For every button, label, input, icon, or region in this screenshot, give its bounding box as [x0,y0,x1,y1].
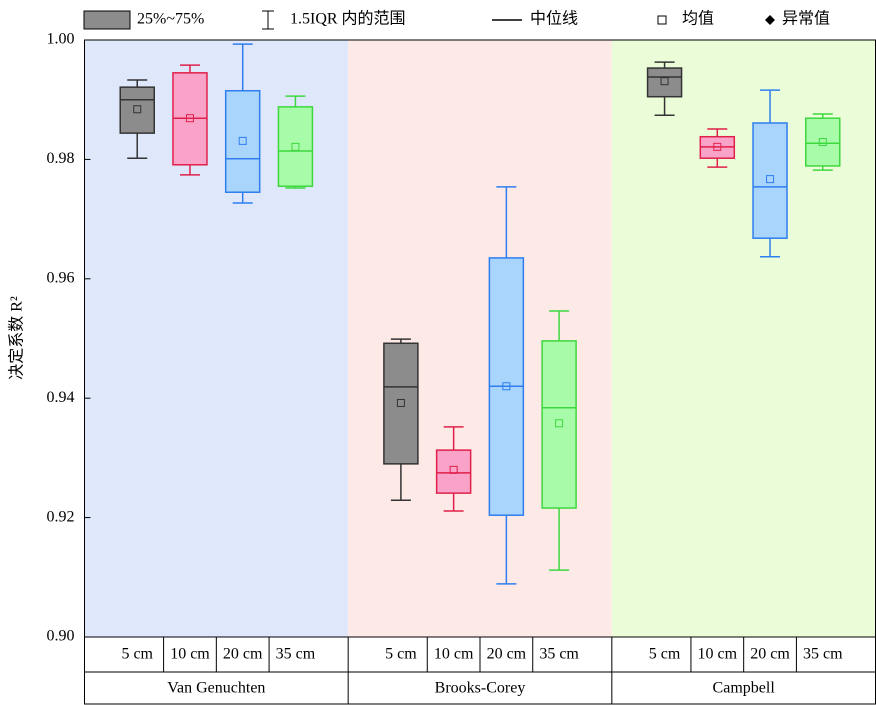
legend-whisker-symbol [262,10,274,30]
mean-marker [291,142,300,151]
legend-mean-symbol [657,15,667,25]
legend-label: 中位线 [530,10,578,28]
group-label: Van Genuchten [167,680,265,697]
group-background [348,40,612,637]
x-tick-label: 10 cm [698,646,738,663]
group-label: Brooks-Corey [435,680,526,697]
x-tick-label: 5 cm [649,646,681,663]
x-tick-label: 35 cm [803,646,843,663]
mean-marker [502,382,511,391]
box [646,67,683,98]
y-tick-label: 1.00 [47,31,75,48]
mean-marker [818,138,827,147]
mean-marker [133,105,142,114]
box [805,117,841,167]
legend-label: 均值 [682,10,714,28]
x-tick-label: 35 cm [276,646,316,663]
legend-label: 异常值 [782,10,830,28]
x-tick-label: 5 cm [121,646,153,663]
box [752,122,788,239]
x-tick-label: 10 cm [434,646,474,663]
x-tick-label: 35 cm [539,646,579,663]
legend-outlier-symbol [765,15,775,25]
mean-marker [396,398,405,407]
mean-marker [766,175,775,184]
mean-marker [449,465,458,474]
legend-box-swatch [83,10,131,30]
mean-marker [555,419,564,428]
legend-label: 25%~75% [137,11,204,28]
y-tick-label: 0.90 [47,628,75,645]
y-tick-label: 0.96 [47,269,75,286]
box [277,106,314,188]
x-tick-label: 20 cm [750,646,790,663]
x-tick-label: 20 cm [487,646,527,663]
legend-label: 1.5IQR 内的范围 [290,10,406,28]
mean-marker [185,114,194,123]
x-tick-label: 20 cm [223,646,263,663]
y-tick-label: 0.92 [47,508,75,525]
box [119,86,155,134]
box [224,89,261,193]
group-label: Campbell [713,680,776,697]
x-tick-label: 10 cm [170,646,210,663]
y-axis-title: 决定系数 R² [8,296,26,380]
y-tick-label: 0.98 [47,150,75,167]
mean-marker [660,77,669,86]
x-tick-label: 5 cm [385,646,417,663]
box [383,342,419,465]
y-tick-label: 0.94 [47,389,75,406]
mean-marker [713,142,722,151]
box [541,340,577,509]
box [435,449,472,494]
mean-marker [238,136,247,145]
